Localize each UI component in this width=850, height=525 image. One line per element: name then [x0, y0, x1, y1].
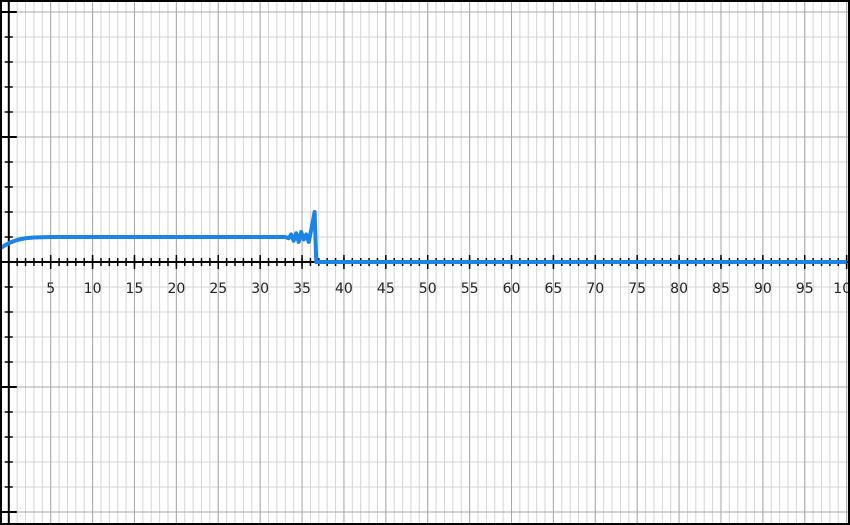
x-tick-label: 35: [293, 281, 311, 297]
x-tick-label: 50: [419, 281, 437, 297]
x-tick-label: 30: [251, 281, 269, 297]
x-tick-label: 95: [796, 281, 814, 297]
x-tick-label: 100: [833, 281, 850, 297]
x-tick-label: 40: [335, 281, 353, 297]
x-tick-label: 75: [628, 281, 646, 297]
x-tick-label: 45: [377, 281, 395, 297]
x-tick-label: 55: [461, 281, 479, 297]
x-tick-label: 10: [84, 281, 102, 297]
x-tick-label: 60: [503, 281, 521, 297]
x-tick-label: 80: [670, 281, 688, 297]
x-tick-label: 70: [586, 281, 604, 297]
x-tick-label: 5: [46, 281, 55, 297]
x-tick-label: 85: [712, 281, 730, 297]
curve: [0, 210, 847, 264]
x-tick-label: 25: [209, 281, 227, 297]
x-tick-label: 90: [754, 281, 772, 297]
x-tick-label: 15: [126, 281, 144, 297]
x-tick-label: 20: [167, 281, 185, 297]
x-tick-label: 65: [544, 281, 562, 297]
